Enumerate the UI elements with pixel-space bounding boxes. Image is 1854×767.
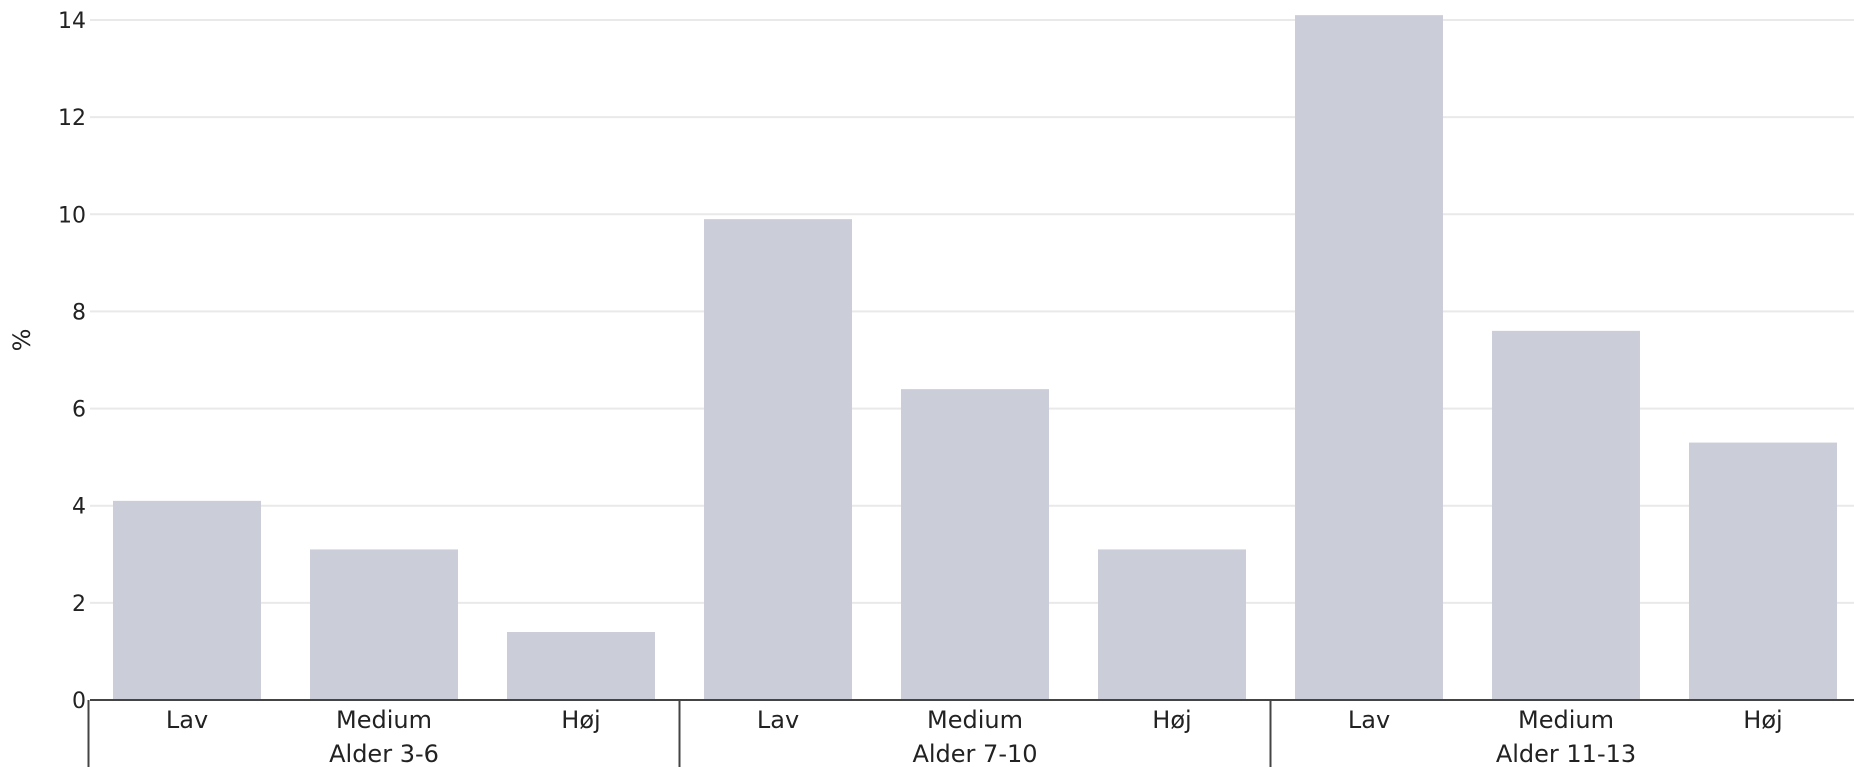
bar: [1295, 15, 1443, 700]
y-tick-label: 8: [72, 300, 86, 325]
x-category-label: Medium: [927, 706, 1023, 734]
y-tick-label: 6: [72, 398, 86, 423]
y-axis-title: %: [8, 329, 36, 352]
y-tick-label: 12: [58, 106, 86, 131]
y-tick-label: 14: [58, 9, 86, 34]
bar: [1492, 330, 1640, 700]
bar: [704, 219, 852, 700]
x-group-label: Alder 7-10: [912, 740, 1037, 767]
x-category-label: Medium: [1518, 706, 1614, 734]
x-category-label: Høj: [561, 706, 600, 734]
x-category-label: Lav: [757, 706, 799, 734]
y-tick-label: 10: [58, 203, 86, 228]
x-category-label: Lav: [1348, 706, 1390, 734]
x-category-label: Høj: [1152, 706, 1191, 734]
y-tick-label: 2: [72, 592, 86, 617]
bar: [113, 500, 261, 700]
y-tick-label: 0: [72, 689, 86, 714]
y-tick-label: 4: [72, 495, 86, 520]
x-category-label: Høj: [1743, 706, 1782, 734]
x-category-label: Medium: [336, 706, 432, 734]
bars-layer: [113, 15, 1837, 700]
bar: [1689, 442, 1837, 700]
axis-layer: [87, 699, 1854, 767]
x-category-label: Lav: [166, 706, 208, 734]
x-group-label: Alder 11-13: [1496, 740, 1636, 767]
bar: [1098, 549, 1246, 700]
bar: [310, 549, 458, 700]
labels-layer: 0 2 4 6 8 10 12 14 Lav Medium Høj Alder 3-6 Lav Mediu…: [58, 9, 1783, 767]
bar: [901, 389, 1049, 700]
x-group-label: Alder 3-6: [329, 740, 439, 767]
bar: [507, 632, 655, 700]
